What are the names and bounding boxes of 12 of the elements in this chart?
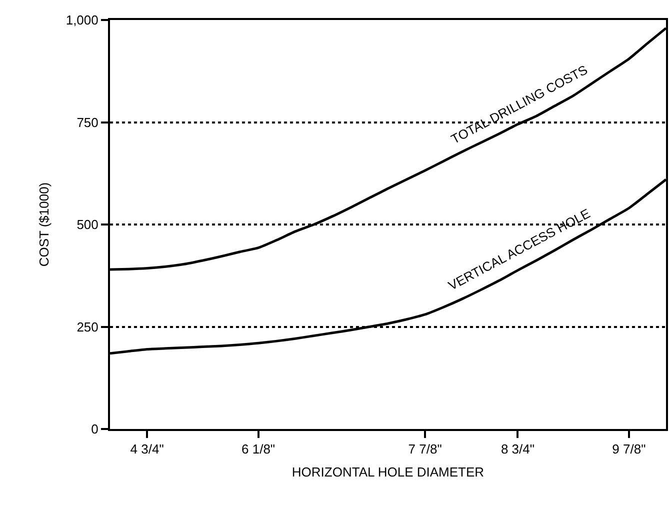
y-tick-label: 0 — [91, 422, 98, 437]
x-tick-label: 7 7/8" — [408, 442, 442, 457]
x-tick-label: 4 3/4" — [130, 442, 164, 457]
x-axis-title: HORIZONTAL HOLE DIAMETER — [292, 464, 484, 480]
x-tick-label: 6 1/8" — [242, 442, 276, 457]
y-tick-label: 750 — [76, 114, 98, 130]
x-tick-label: 9 7/8" — [612, 442, 646, 457]
y-tick-label: 1,000 — [66, 12, 98, 28]
y-tick-label: 500 — [76, 217, 98, 232]
y-axis-title: COST ($1000) — [36, 182, 52, 267]
x-tick-label: 8 3/4" — [500, 442, 535, 457]
y-tick-label: 250 — [76, 319, 98, 334]
